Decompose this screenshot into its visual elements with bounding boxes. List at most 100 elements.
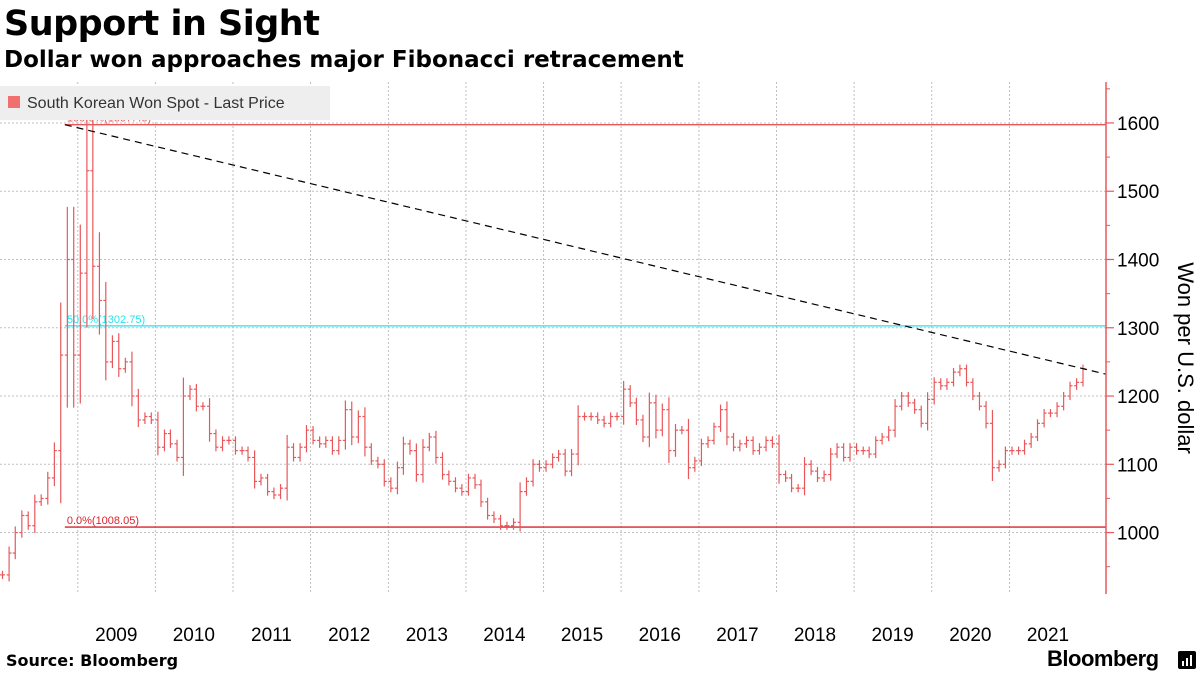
grid-layer — [0, 82, 1106, 594]
x-tick-label: 2015 — [561, 625, 603, 646]
ohlc-bar — [575, 405, 581, 466]
ohlc-bar — [1022, 439, 1028, 455]
ohlc-bar — [743, 436, 749, 448]
ohlc-bar — [692, 456, 698, 472]
ohlc-bar — [841, 443, 847, 462]
ohlc-bar — [1035, 419, 1041, 442]
ohlc-bar — [220, 436, 226, 452]
ohlc-bar — [465, 473, 471, 496]
ohlc-bar — [1002, 446, 1008, 469]
y-tick-label: 1200 — [1117, 387, 1159, 408]
ohlc-bar — [349, 401, 355, 446]
x-tick-label: 2013 — [406, 625, 448, 646]
ohlc-bar — [873, 436, 879, 459]
ohlc-bar — [511, 518, 517, 530]
x-tick-label: 2014 — [483, 625, 526, 646]
ohlc-bar — [1074, 378, 1080, 390]
ohlc-bar — [155, 411, 161, 456]
ohlc-bar — [148, 412, 154, 425]
ohlc-bar — [252, 450, 258, 489]
ohlc-bar — [504, 521, 510, 530]
ohlc-bar — [698, 438, 704, 466]
ohlc-bar — [562, 448, 568, 477]
ohlc-bar — [517, 482, 523, 532]
ohlc-bar — [608, 412, 614, 428]
ohlc-bar — [756, 443, 762, 455]
ohlc-bar — [556, 449, 562, 462]
ohlc-bar — [666, 397, 672, 463]
legend[interactable]: South Korean Won Spot - Last Price — [0, 86, 330, 120]
ohlc-bar — [588, 412, 594, 421]
chart-subtitle: Dollar won approaches major Fibonacci re… — [4, 47, 684, 73]
ohlc-bar — [724, 401, 730, 446]
x-tick-label: 2018 — [794, 625, 836, 646]
ohlc-bar — [64, 206, 70, 408]
ohlc-bar — [362, 407, 368, 457]
ohlc-bar — [388, 477, 394, 493]
x-tick-label: 2019 — [871, 625, 913, 646]
ohlc-bar — [472, 473, 478, 489]
ohlc-bar — [394, 461, 400, 495]
x-tick-label: 2017 — [716, 625, 758, 646]
ohlc-bar — [957, 364, 963, 377]
ohlc-bar — [297, 443, 303, 462]
y-tick-label: 1600 — [1117, 114, 1159, 135]
ohlc-bar — [989, 410, 995, 482]
ohlc-bar — [582, 412, 588, 421]
ohlc-bar — [1047, 408, 1053, 418]
ohlc-bar — [368, 443, 374, 465]
ohlc-bar — [789, 473, 795, 493]
legend-swatch — [8, 96, 20, 108]
ohlc-bar — [129, 351, 135, 407]
ohlc-bar — [19, 510, 25, 538]
ohlc-bar — [310, 426, 316, 445]
ohlc-bar — [879, 432, 885, 445]
ohlc-bar — [459, 484, 465, 496]
ohlc-bar — [407, 439, 413, 455]
y-tick-label: 1400 — [1117, 250, 1159, 271]
ohlc-bar — [265, 473, 271, 496]
ohlc-bar — [964, 364, 970, 387]
ohlc-bar — [1041, 408, 1047, 428]
ohlc-bar — [96, 232, 102, 335]
x-tick-label: 2010 — [173, 625, 215, 646]
ohlc-bar — [1028, 432, 1034, 448]
x-tick-label: 2009 — [95, 625, 137, 646]
ohlc-bar — [976, 391, 982, 411]
ohlc-bar — [653, 394, 659, 439]
ohlc-bar — [375, 456, 381, 469]
ohlc-bar — [601, 415, 607, 428]
ohlc-bar — [433, 430, 439, 464]
ohlc-bar — [180, 377, 186, 476]
ohlc-bar — [38, 494, 44, 506]
ohlc-bar — [530, 459, 536, 487]
ohlc-bar — [317, 436, 323, 448]
ohlc-bar — [783, 470, 789, 483]
x-tick-label: 2011 — [251, 625, 292, 646]
ohlc-bar — [342, 400, 348, 450]
ohlc-bar — [983, 401, 989, 429]
x-tick-label: 2012 — [328, 625, 370, 646]
ohlc-bar — [1009, 446, 1015, 455]
ohlc-bar — [167, 429, 173, 448]
ohlc-bar — [213, 429, 219, 452]
ohlc-bar — [336, 436, 342, 455]
ohlc-bar — [245, 446, 251, 462]
ohlc-bar — [899, 391, 905, 411]
ohlc-bar — [400, 436, 406, 475]
ohlc-bar — [536, 460, 542, 472]
ohlc-bar — [621, 381, 627, 425]
ohlc-bar — [640, 414, 646, 443]
ohlc-bar — [595, 412, 601, 425]
axis-layer: 1000 1100 1200 1300 1400 1500 1600 2009 2010 2011… — [95, 82, 1198, 646]
ohlc-bar — [440, 452, 446, 480]
ohlc-bar — [452, 477, 458, 493]
ohlc-bar — [1054, 402, 1060, 418]
ohlc-bar — [834, 443, 840, 459]
ohlc-bar — [161, 429, 167, 452]
ohlc-bar — [84, 116, 90, 328]
ohlc-bar — [0, 570, 5, 579]
ohlc-bar — [912, 398, 918, 414]
ohlc-bar — [271, 487, 277, 500]
x-tick-label: 2016 — [639, 625, 681, 646]
